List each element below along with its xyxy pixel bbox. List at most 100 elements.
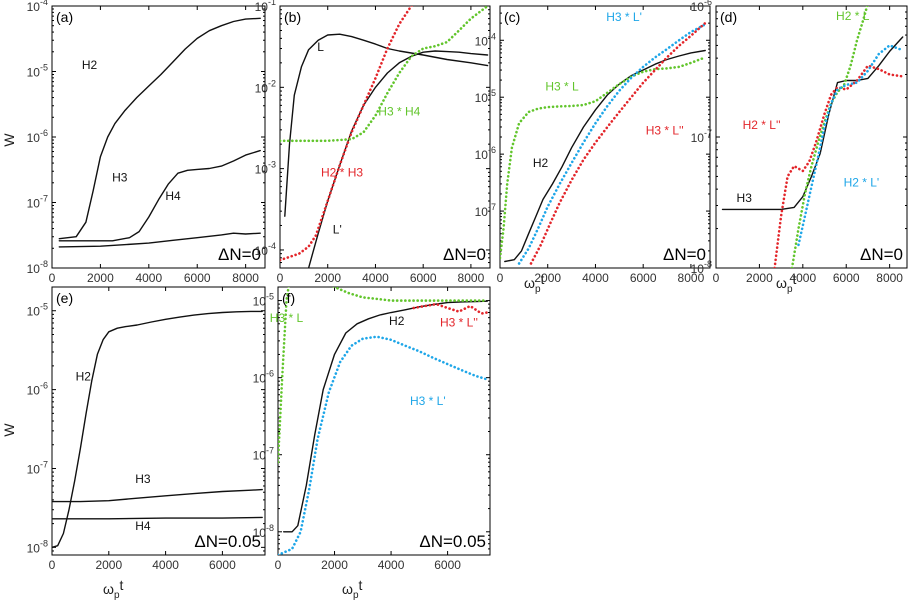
panel-b-xtick-label: 4000 [362,271,389,285]
panel-b-series-group [280,6,489,268]
annotation-e: H4 [135,519,151,533]
panel-a-xtick-label: 6000 [184,271,211,285]
panel-c-xtick-label: 0 [497,271,504,285]
panel-label-b: (b) [284,9,301,25]
panel-d-xtick-label: 2000 [746,271,773,285]
panel-d-ytick-label: 10-8 [691,259,712,276]
panel-e-ytick-label: 10-6 [27,381,48,398]
panel-c-ytick-label: 10-4 [475,31,496,48]
panel-f-ytick-label: 10-6 [253,369,274,386]
condition-label-a: ΔN=0 [218,245,261,264]
panel-label-a: (a) [56,9,73,25]
panel-c-ytick-label: 10-5 [475,88,496,105]
panel-a-ytick-label: 10-6 [27,128,48,145]
annotation-e: H2 [76,370,92,384]
series-line-d-h2-l [790,6,869,268]
series-line-b-h2-h3 [280,6,413,262]
panel-d-frame [715,5,908,269]
svg-text:ωpt: ωpt [776,271,797,295]
panel-c-xtick-label: 4000 [582,271,609,285]
panel-c-xtick-label: 8000 [678,271,705,285]
panel-c-ytick-label: 10-6 [475,145,496,162]
series-line-d-h2-l [773,64,905,268]
annotation-b: L' [333,222,342,236]
condition-label-d: ΔN=0 [860,245,903,264]
panel-b-xtick-label: 8000 [458,271,485,285]
svg-text:ωpt: ωpt [524,271,545,295]
series-line-a-h4 [58,232,261,248]
panel-c-xtick-label: 2000 [534,271,561,285]
annotation-a: H4 [165,189,181,203]
panel-d-ytick-label: 10-7 [691,128,712,145]
panel-b-xtick-label: 0 [277,271,284,285]
panel-f-series-group [278,287,489,555]
panel-c: 0 2000 4000 6000 8000 10-7 10-6 10-5 10-4 H3 * L'… [475,5,711,285]
series-line-c-h3-l [517,23,707,265]
panel-e-ytick-label: 10-5 [27,302,48,319]
panel-a-ytick-label: 10-7 [27,194,48,211]
annotation-b: H3 * H4 [378,105,420,119]
annotation-d: H3 [737,191,753,205]
svg-text:ωpt: ωpt [103,577,124,600]
panel-a-ytick-label: 10-8 [27,259,48,276]
panel-e-xtick-label: 6000 [209,558,236,572]
panel-b: 0 2000 4000 6000 8000 10-4 10-3 10-2 10-1 L L' H2 *… [255,0,491,285]
annotation-a: H3 [112,170,128,184]
condition-label-f: ΔN=0.05 [419,532,486,551]
panel-f: 0 2000 4000 6000 10-8 10-7 10-6 10-5 H3 * L H2 H3 … [253,286,491,572]
panel-e-ytick-label: 10-8 [27,538,48,555]
x-axis-label-f: ωpt [342,577,363,600]
series-line-f-h3-l [278,335,489,555]
panel-d-xtick-label: 6000 [833,271,860,285]
annotation-d: H2 * L [836,9,870,23]
annotation-f: H3 * L [270,311,304,325]
series-line-a-h2 [58,17,261,240]
y-axis-label-top: W [1,133,17,147]
panel-d-ytick-label: 10-6 [691,0,712,14]
panel-label-f: (f) [282,290,295,306]
panel-c-series-group [500,21,707,265]
panel-label-c: (c) [504,9,520,25]
series-line-c-h3-l [500,56,707,260]
panel-a-ytick-label: 10-4 [27,0,48,14]
series-line-b-h3-h4 [280,6,489,143]
panel-a-xtick-label: 2000 [87,271,114,285]
annotation-c: H3 * L' [606,10,642,24]
panel-f-ytick-label: 10-8 [253,523,274,540]
panel-b-ytick-label: 10-2 [255,78,276,95]
series-line-e-h2 [52,310,263,549]
panel-f-frame [277,286,491,556]
condition-label-c: ΔN=0 [663,245,706,264]
series-line-f-h3-l [278,287,489,464]
panel-a-xtick-label: 4000 [135,271,162,285]
panel-a: 0 2000 4000 6000 8000 10-8 10-7 10-6 10-5 10-4 H2 H… [27,0,266,285]
series-line-e-h3 [52,488,263,503]
series-line-e-h4 [52,516,263,520]
panel-e-xtick-label: 4000 [152,558,179,572]
panel-a-ytick-label: 10-5 [27,63,48,80]
x-axis-label-c: ωpt [524,271,545,295]
annotation-e: H3 [135,472,151,486]
condition-label-e: ΔN=0.05 [194,532,261,551]
panel-label-e: (e) [56,290,73,306]
annotation-f: H2 [389,314,405,328]
series-line-b-l [307,50,489,268]
condition-label-b: ΔN=0 [443,245,486,264]
annotation-a: H2 [82,58,98,72]
panel-a-xtick-label: 8000 [232,271,259,285]
x-axis-label-e: ωpt [103,577,124,600]
panel-d-xtick-label: 4000 [789,271,816,285]
panel-f-xtick-label: 0 [275,558,282,572]
series-line-d-h3 [721,36,904,211]
annotation-d: H2 * L' [844,175,880,189]
annotation-d: H2 * L'' [743,118,781,132]
panel-b-xtick-label: 6000 [410,271,437,285]
panel-e-xtick-label: 2000 [95,558,122,572]
series-line-c-h3-l [529,21,707,265]
annotation-c: H2 [533,156,549,170]
annotation-b: L [317,40,324,54]
panel-b-ytick-label: 10-1 [255,0,276,14]
panel-b-xtick-label: 2000 [314,271,341,285]
panel-e-series-group [52,310,263,549]
